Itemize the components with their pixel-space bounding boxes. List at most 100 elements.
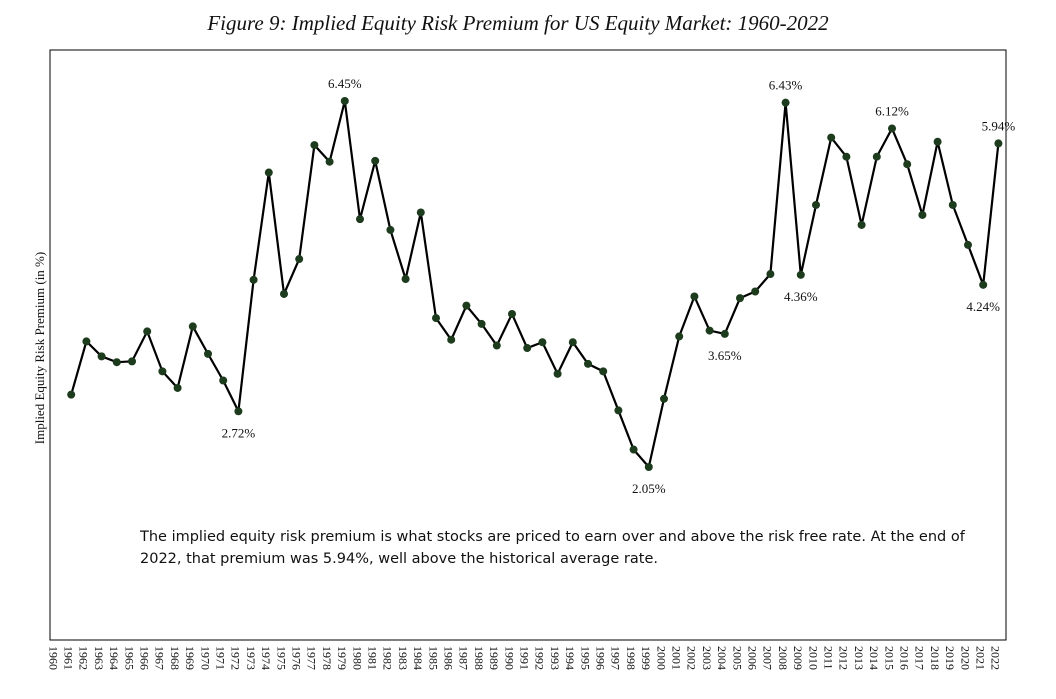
point	[568, 338, 577, 347]
x-tick-label: 1961	[61, 646, 75, 670]
point	[751, 287, 760, 296]
x-tick-label: 1986	[441, 646, 455, 670]
x-tick-label: 1969	[183, 646, 197, 670]
point	[827, 133, 836, 142]
point	[386, 225, 395, 234]
point	[918, 210, 927, 219]
point	[736, 294, 744, 303]
x-tick-label: 1963	[92, 646, 106, 670]
x-tick-label: 1990	[502, 646, 516, 670]
point	[416, 208, 425, 217]
point	[295, 255, 304, 264]
point	[720, 329, 729, 338]
x-tick-label: 1999	[639, 646, 653, 670]
point	[523, 344, 532, 353]
chart-title: Figure 9: Implied Equity Risk Premium fo…	[206, 11, 829, 35]
x-tick-label: 1979	[335, 646, 349, 670]
annotation: The implied equity risk premium is what …	[140, 529, 965, 567]
x-tick-label: 1966	[137, 646, 151, 670]
point	[310, 141, 319, 150]
plot-frame	[49, 49, 1007, 641]
x-tick-label: 2020	[958, 646, 972, 670]
point	[234, 407, 243, 416]
point	[690, 292, 699, 301]
point	[964, 240, 972, 249]
x-tick-label: 2003	[700, 646, 714, 670]
point	[766, 270, 775, 279]
series-line	[70, 100, 1000, 470]
x-tick-label: 1991	[517, 646, 531, 670]
x-tick-label: 2012	[837, 646, 851, 670]
x-tick-label: 2011	[821, 646, 835, 670]
x-tick-label: 1978	[320, 646, 334, 670]
point	[508, 309, 516, 318]
x-tick-label: 1975	[274, 646, 288, 670]
x-tick-label: 2016	[897, 646, 911, 670]
x-tick-label: 1964	[107, 646, 121, 670]
x-tick-label: 1965	[122, 646, 136, 670]
x-tick-label: 2000	[654, 646, 668, 670]
point	[219, 376, 228, 385]
x-tick-label: 2013	[852, 646, 866, 670]
point	[553, 369, 562, 378]
value-label: 5.94%	[982, 118, 1016, 133]
x-tick-label: 1967	[153, 646, 167, 670]
point	[584, 359, 592, 368]
point	[979, 280, 988, 289]
value-label: 6.43%	[769, 78, 803, 93]
x-tick-label: 2021	[973, 646, 987, 670]
x-tick-label: 1988	[472, 646, 486, 670]
x-tick-label: 1976	[289, 646, 303, 670]
point	[842, 152, 851, 161]
x-tick-label: 1983	[396, 646, 410, 670]
point	[994, 139, 1003, 148]
value-label: 4.36%	[784, 289, 818, 304]
x-tick-label: 2017	[913, 646, 927, 670]
point	[188, 322, 197, 331]
value-label: 2.72%	[222, 425, 256, 440]
x-tick-label: 2008	[776, 646, 790, 670]
x-tick-label: 1970	[198, 646, 212, 670]
point	[857, 220, 866, 229]
x-tick-label: 2005	[730, 646, 744, 670]
point	[204, 349, 212, 358]
x-tick-label: 1980	[350, 646, 364, 670]
point	[872, 152, 881, 161]
point	[67, 390, 76, 399]
value-label: 3.65%	[708, 348, 742, 363]
point	[432, 314, 440, 323]
y-axis-label: Implied Equity Risk Premium (in %)	[32, 252, 47, 444]
point	[948, 200, 957, 209]
point	[462, 301, 471, 310]
x-tick-label: 1962	[77, 646, 91, 670]
x-tick-label: 1994	[563, 646, 577, 670]
point	[781, 98, 790, 107]
x-tick-label: 2001	[669, 646, 683, 670]
point	[812, 200, 820, 209]
x-tick-label: 1987	[457, 646, 471, 670]
point	[447, 335, 456, 344]
x-tick-label: 1996	[593, 646, 607, 670]
point	[492, 341, 501, 350]
point	[280, 289, 288, 298]
point	[158, 367, 167, 376]
x-tick-label: 2009	[791, 646, 805, 670]
point	[143, 327, 152, 336]
x-tick-label: 1989	[487, 646, 501, 670]
x-tick-label: 1982	[381, 646, 395, 670]
point	[629, 445, 638, 454]
x-tick-label: 2010	[806, 646, 820, 670]
value-label: 4.24%	[966, 299, 1000, 314]
x-tick-label: 2019	[943, 646, 957, 670]
point	[356, 215, 364, 224]
x-tick-label: 1974	[259, 646, 273, 670]
point	[401, 275, 410, 284]
value-label: 6.45%	[328, 76, 362, 91]
x-tick-label: 1995	[578, 646, 592, 670]
x-tick-label: 1998	[624, 646, 638, 670]
x-tick-label: 1973	[244, 646, 258, 670]
x-tick-label: 1985	[426, 646, 440, 670]
x-tick-label: 1960	[46, 646, 60, 670]
point	[538, 338, 547, 347]
